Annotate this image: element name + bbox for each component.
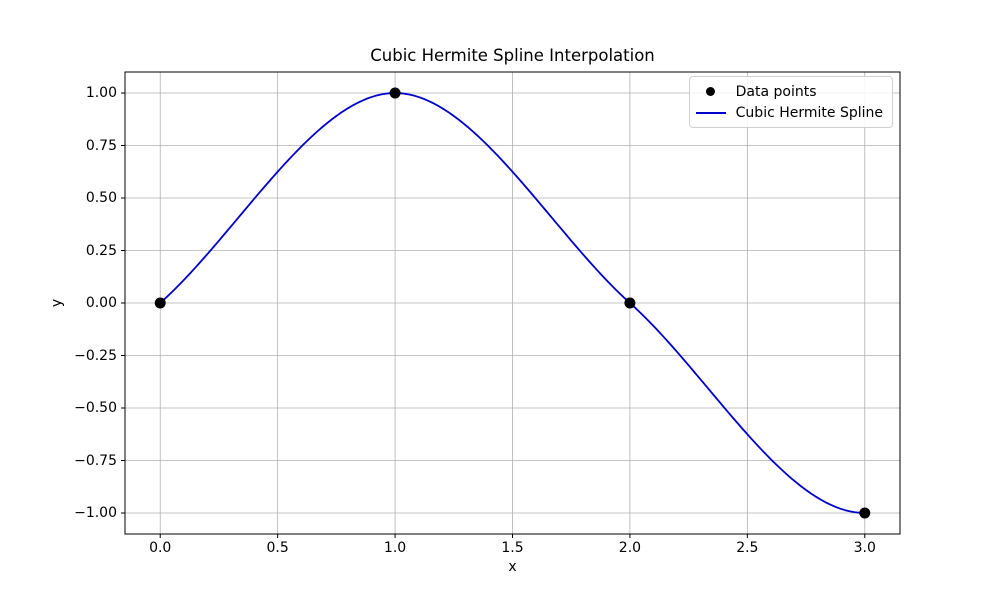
x-tick-label: 0.5 xyxy=(266,540,289,556)
legend: Data points Cubic Hermite Spline xyxy=(688,76,893,128)
y-tick-label: 0.75 xyxy=(85,137,117,154)
x-tick-label: 2.5 xyxy=(736,540,759,556)
legend-label-spline: Cubic Hermite Spline xyxy=(735,104,883,121)
y-tick-label: −0.25 xyxy=(74,347,117,364)
y-tick-label: 0.50 xyxy=(85,190,117,206)
data-point xyxy=(624,297,636,309)
data-point xyxy=(389,87,401,99)
legend-entry-data-points: Data points xyxy=(696,81,883,102)
y-tick-label: −0.50 xyxy=(74,400,117,416)
chart-title: Cubic Hermite Spline Interpolation xyxy=(370,46,655,65)
x-axis-label: x xyxy=(508,559,517,575)
legend-circle-marker-icon xyxy=(706,87,716,96)
legend-label-data-points: Data points xyxy=(735,83,817,100)
x-tick-label: 2.0 xyxy=(618,540,642,556)
y-tick-label: −0.75 xyxy=(74,452,117,469)
legend-handle xyxy=(695,111,726,114)
y-tick-label: 1.00 xyxy=(85,85,117,101)
spline-curve xyxy=(159,92,866,514)
legend-handle xyxy=(696,87,726,96)
data-point xyxy=(859,507,871,519)
y-tick-label: 0.00 xyxy=(85,295,117,311)
x-tick-label: 3.0 xyxy=(853,540,876,556)
y-tick-label: 0.25 xyxy=(85,242,117,259)
data-point xyxy=(154,297,166,309)
legend-entry-spline: Cubic Hermite Spline xyxy=(695,102,883,123)
x-tick-label: 0.0 xyxy=(149,540,172,556)
legend-line-marker-icon xyxy=(695,111,726,114)
y-tick-label: −1.00 xyxy=(74,505,117,521)
axes-spine xyxy=(124,71,901,535)
x-tick-label: 1.0 xyxy=(383,540,407,556)
x-tick-label: 1.5 xyxy=(501,540,524,556)
